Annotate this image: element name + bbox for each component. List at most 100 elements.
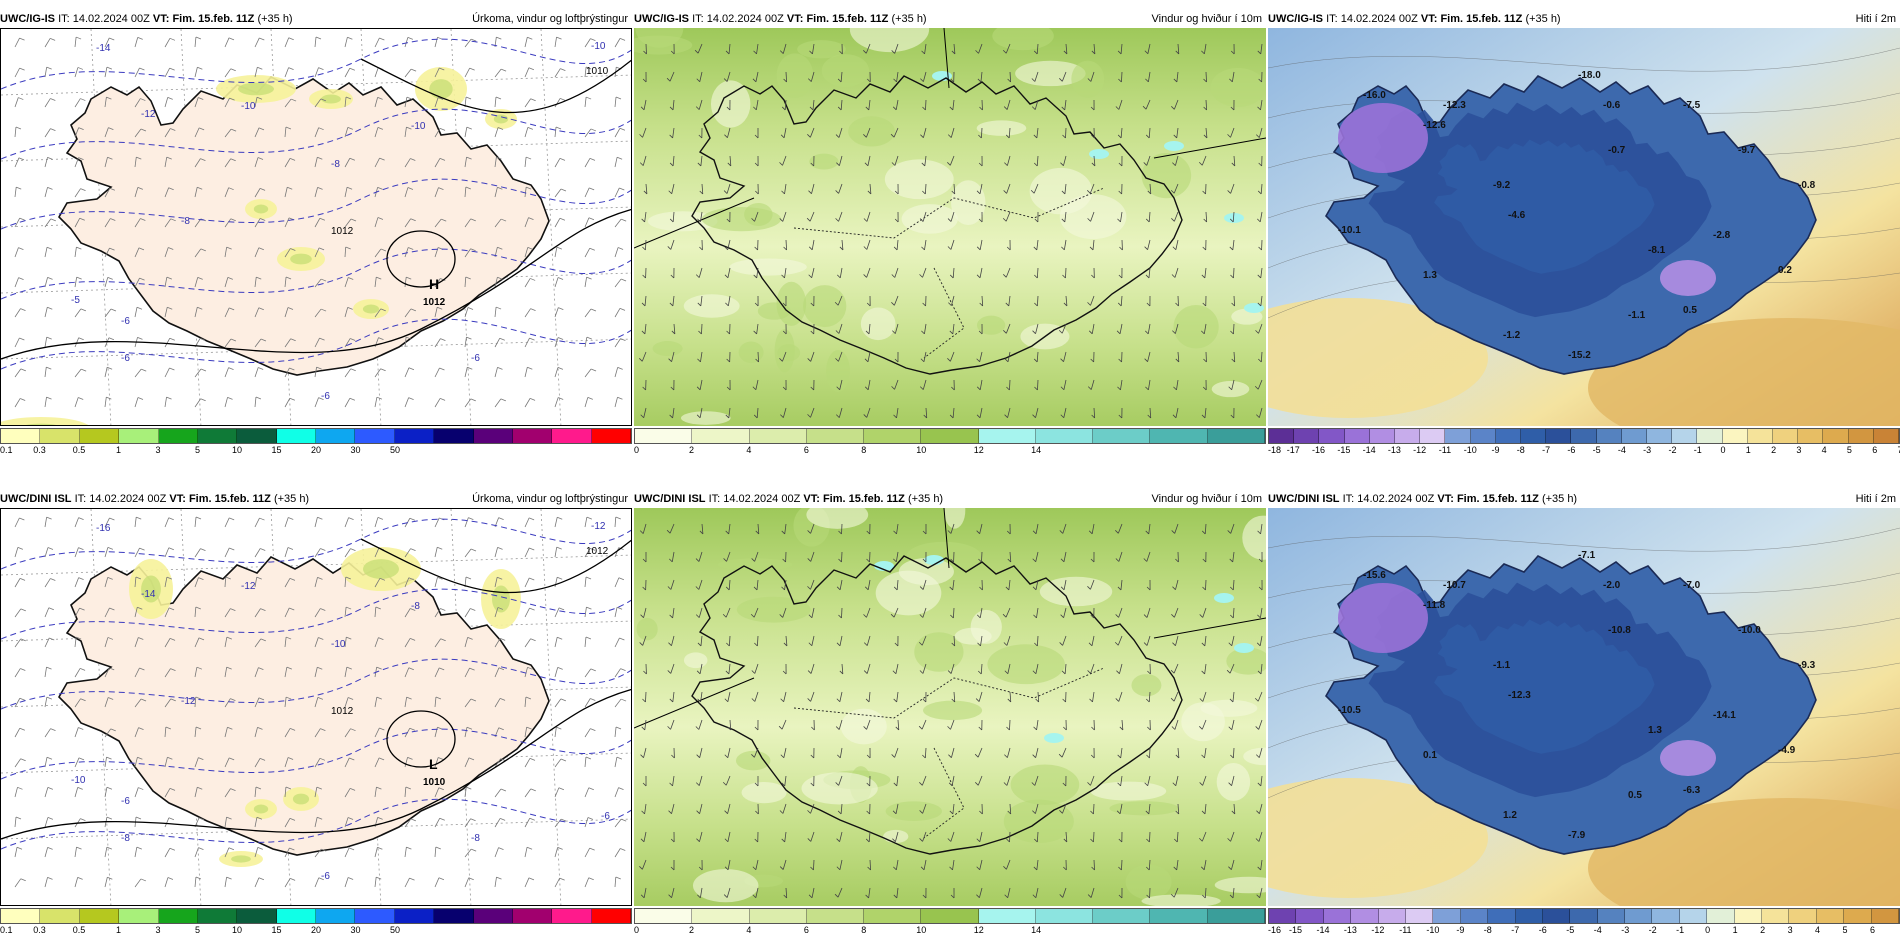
wind-arrow (813, 859, 815, 871)
temperature-contour (1, 248, 631, 300)
wind-barb-flag (78, 757, 85, 761)
wind-arrow (1173, 663, 1179, 674)
wind-arrow-head (1063, 50, 1068, 55)
wind-barb-flag (345, 576, 351, 580)
wind-barb (134, 878, 142, 888)
wind-speed-patch (976, 315, 1006, 335)
wind-arrow (1149, 831, 1151, 843)
wind-barb-flag (556, 246, 563, 250)
wind-barb-flag (405, 786, 411, 790)
valid-time-label: VT: (1420, 13, 1438, 25)
wind-barb-flag (168, 517, 174, 521)
wind-barb (404, 187, 409, 198)
wind-arrow-head (669, 106, 674, 111)
wind-arrow (1034, 71, 1039, 82)
wind-arrow (1093, 831, 1095, 843)
wind-arrow (1035, 407, 1039, 418)
init-time-label: IT: (1326, 13, 1338, 25)
wind-arrow (1036, 831, 1039, 843)
wind-barb (554, 787, 560, 798)
wind-barb-flag (377, 517, 384, 520)
wind-arrow-head (1090, 810, 1094, 815)
colorbar-swatch (1395, 429, 1421, 443)
wind-arrow-head (697, 642, 702, 647)
wind-barb (614, 818, 622, 828)
wind-barb-flag (226, 636, 232, 640)
wind-barb-flag (195, 726, 202, 730)
wind-arrow-head (891, 162, 896, 166)
wind-arrow-head (893, 414, 897, 419)
wind-arrow (1062, 803, 1067, 814)
wind-arrow (1258, 407, 1263, 418)
wind-barb (464, 698, 472, 708)
wind-arrow (1064, 211, 1067, 222)
wind-barb-flag (560, 188, 567, 192)
wind-arrow-head (640, 414, 645, 419)
precipitation-area-core (321, 94, 341, 104)
colorbar-swatch (1351, 909, 1379, 923)
wind-barb-flag (18, 277, 24, 281)
wind-arrow (865, 127, 871, 138)
temperature-contour (1, 108, 631, 160)
wind-arrow-head (1227, 838, 1231, 842)
wind-barb (374, 127, 379, 138)
wind-arrow (839, 379, 843, 390)
wind-barb (194, 218, 202, 228)
wind-barb-flag (315, 36, 322, 40)
temperature-value-label: -14.1 (1713, 710, 1736, 721)
wind-arrow-head (1226, 669, 1231, 674)
wind-barb (104, 37, 110, 48)
wind-barb (14, 668, 21, 678)
wind-arrow-head (642, 586, 646, 591)
colorbar-tick-label: 4 (746, 445, 752, 455)
wind-arrow (950, 831, 955, 842)
colorbar-tick-label: -9 (1456, 925, 1465, 935)
wind-arrow (866, 719, 871, 730)
wind-arrow-head (867, 866, 871, 871)
wind-arrow (700, 155, 703, 166)
wind-barb-flag (440, 278, 446, 281)
wind-barb (224, 247, 228, 258)
wind-arrow (672, 607, 675, 618)
wind-barb-flag (471, 848, 477, 852)
wind-arrow (840, 803, 843, 814)
wind-barb-flag (137, 756, 143, 760)
wind-arrow-head (696, 838, 700, 842)
wind-barb (194, 248, 202, 258)
precipitation-area-core (493, 114, 509, 124)
wind-arrow-head (696, 78, 701, 83)
wind-barb-flag (498, 727, 504, 731)
wind-barb (44, 517, 48, 528)
wind-arrow (1064, 99, 1067, 110)
wind-arrow-head (723, 558, 727, 562)
temperature-contour-label: -6 (121, 316, 130, 327)
wind-arrow (1147, 323, 1151, 334)
wind-arrow (1147, 43, 1151, 54)
wind-arrow (894, 379, 899, 390)
wind-arrow-head (919, 586, 924, 590)
wind-arrow-head (751, 558, 755, 562)
colorbar-swatch (692, 429, 750, 443)
wind-barb-flag (168, 187, 174, 191)
wind-arrow (1035, 551, 1039, 562)
wind-arrow (1119, 663, 1123, 674)
wind-arrow (1230, 127, 1235, 138)
precipitation-colorbar-ticks: 0.1 0.3 0.5 1 3 5 10 15 20 30 50 (0, 925, 632, 939)
wind-barb (14, 728, 21, 738)
wind-arrow-head (754, 162, 759, 167)
wind-arrow (1061, 71, 1067, 82)
wind-arrow (838, 183, 843, 194)
wind-arrow (1090, 775, 1095, 786)
wind-arrow-head (1145, 810, 1150, 815)
wind-arrow (671, 887, 675, 898)
wind-arrow (1090, 579, 1095, 590)
wind-arrow (950, 211, 955, 222)
wind-barb (524, 308, 531, 318)
wind-barb-flag (467, 366, 473, 370)
wind-barb-flag (321, 848, 327, 852)
wind-arrow-head (891, 50, 895, 54)
wind-arrow-head (1172, 782, 1177, 787)
wind-barb (314, 67, 319, 78)
wind-barb (434, 877, 440, 888)
wind-barb (164, 218, 172, 228)
